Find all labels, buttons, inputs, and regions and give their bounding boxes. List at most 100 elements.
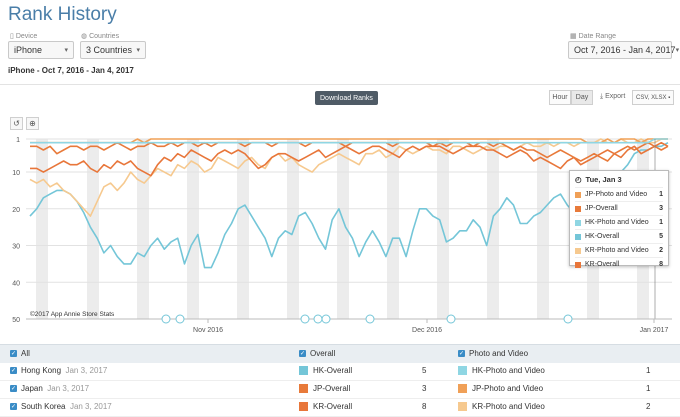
row-date: Jan 3, 2017 bbox=[69, 402, 112, 411]
photo-rank: 2 bbox=[646, 402, 651, 411]
country-checkbox[interactable]: ✓ South Korea Jan 3, 2017 bbox=[10, 402, 112, 411]
tooltip-row: JP-Overall 3 bbox=[575, 201, 663, 215]
photo-column-toggle[interactable]: ✓ Photo and Video bbox=[458, 349, 529, 358]
countries-select[interactable]: 3 Countries ▾ bbox=[80, 41, 146, 59]
country-name: South Korea bbox=[21, 402, 66, 411]
tooltip-date: Tue, Jan 3 bbox=[585, 175, 622, 184]
overall-swatch bbox=[299, 366, 308, 375]
event-marker bbox=[563, 314, 573, 324]
photo-rank: 1 bbox=[646, 384, 651, 393]
y-tick-label: 40 bbox=[12, 280, 20, 287]
tooltip-rank-value: 2 bbox=[659, 247, 663, 254]
clock-icon: ◴ bbox=[575, 175, 582, 184]
weekend-band bbox=[537, 139, 549, 319]
tooltip-row: KR-Photo and Video 2 bbox=[575, 243, 663, 257]
event-marker bbox=[175, 314, 185, 324]
country-name: Japan bbox=[21, 384, 43, 393]
series-line-jp_photo bbox=[30, 138, 668, 144]
tooltip-row: KR-Overall 8 bbox=[575, 257, 663, 271]
y-axis: 1 10 20 30 40 50 bbox=[12, 137, 20, 324]
photo-rank: 1 bbox=[646, 366, 651, 375]
weekend-band bbox=[487, 139, 499, 319]
weekend-band bbox=[287, 139, 299, 319]
tooltip-series-label: HK-Photo and Video bbox=[585, 219, 649, 226]
photo-swatch bbox=[458, 366, 467, 375]
overall-rank: 5 bbox=[422, 366, 427, 375]
photo-swatch bbox=[458, 402, 467, 411]
hour-toggle[interactable]: Hour bbox=[549, 90, 571, 105]
tooltip-rank-value: 5 bbox=[659, 233, 663, 240]
zoom-button[interactable]: ⊕ bbox=[26, 117, 39, 130]
zoom-icon: ⊕ bbox=[29, 119, 36, 128]
tooltip-series-label: KR-Photo and Video bbox=[585, 247, 649, 254]
date-range-label: ▦ Date Range bbox=[570, 32, 616, 41]
countries-value: 3 Countries bbox=[86, 45, 133, 55]
device-select[interactable]: iPhone ▾ bbox=[8, 41, 74, 59]
x-tick-label: Jan 2017 bbox=[640, 327, 669, 334]
country-checkbox[interactable]: ✓ Japan Jan 3, 2017 bbox=[10, 384, 89, 393]
tooltip-series-label: HK-Overall bbox=[585, 233, 620, 240]
series-line-hk_overall bbox=[29, 141, 669, 269]
divider bbox=[0, 84, 680, 85]
download-ranks-button[interactable]: Download Ranks bbox=[315, 91, 378, 105]
event-marker bbox=[321, 314, 331, 324]
photo-series-label: KR-Photo and Video bbox=[472, 402, 545, 411]
device-label: ▯ Device bbox=[10, 32, 38, 41]
weekend-band bbox=[337, 139, 349, 319]
overall-swatch bbox=[299, 402, 308, 411]
undo-icon: ↺ bbox=[13, 119, 20, 128]
tooltip-series-label: JP-Overall bbox=[585, 205, 618, 212]
check-icon: ✓ bbox=[299, 350, 306, 358]
series-line-hk_photo bbox=[30, 138, 668, 144]
csv-xlsx-button[interactable]: CSV, XLSX ▪ bbox=[632, 90, 675, 105]
event-marker bbox=[161, 314, 171, 324]
table-row: ✓ South Korea Jan 3, 2017 KR-Overall 8 KR-Ph… bbox=[0, 398, 680, 417]
check-icon: ✓ bbox=[10, 350, 17, 358]
y-tick-label: 10 bbox=[12, 170, 20, 177]
overall-series-label: KR-Overall bbox=[313, 402, 353, 411]
event-marker bbox=[313, 314, 323, 324]
legend-swatch bbox=[575, 219, 581, 226]
event-marker bbox=[300, 314, 310, 324]
tooltip-row: JP-Photo and Video 1 bbox=[575, 187, 663, 201]
country-name: Hong Kong bbox=[21, 366, 62, 375]
lock-icon: ▪ bbox=[668, 94, 671, 101]
export-label: ⤓ Export bbox=[600, 93, 626, 100]
legend-swatch bbox=[575, 261, 581, 268]
x-tick-label: Nov 2016 bbox=[193, 327, 223, 334]
check-icon: ✓ bbox=[458, 350, 465, 358]
chevron-down-icon: ▾ bbox=[64, 47, 68, 54]
day-toggle[interactable]: Day bbox=[571, 90, 593, 105]
weekend-band bbox=[137, 139, 149, 319]
y-tick-label: 1 bbox=[16, 137, 20, 144]
reset-zoom-button[interactable]: ↺ bbox=[10, 117, 23, 130]
weekend-band bbox=[36, 139, 48, 319]
legend-swatch bbox=[575, 205, 581, 212]
weekend-band bbox=[237, 139, 249, 319]
legend-swatch bbox=[575, 191, 581, 198]
table-row: ✓ Hong Kong Jan 3, 2017 HK-Overall 5 HK-Phot… bbox=[0, 362, 680, 381]
check-icon: ✓ bbox=[10, 403, 17, 411]
event-marker bbox=[446, 314, 456, 324]
legend-swatch bbox=[575, 233, 581, 240]
x-axis: Nov 2016 Dec 2016 Jan 2017 bbox=[26, 318, 672, 334]
tooltip-header: ◴ Tue, Jan 3 bbox=[575, 175, 663, 184]
overall-series-label: JP-Overall bbox=[313, 384, 351, 393]
tooltip-rank-value: 1 bbox=[659, 191, 663, 198]
tooltip-rank-value: 8 bbox=[659, 261, 663, 268]
rank-history-chart[interactable]: 1 10 20 30 40 50 Nov 2016 Dec 2016 Jan 2017 ©20… bbox=[0, 130, 680, 340]
select-all-checkbox[interactable]: ✓ All bbox=[10, 349, 30, 358]
tooltip-rank-value: 3 bbox=[659, 205, 663, 212]
photo-swatch bbox=[458, 384, 467, 393]
date-range-select[interactable]: Oct 7, 2016 - Jan 4, 2017 ▾ bbox=[568, 41, 679, 59]
overall-swatch bbox=[299, 384, 308, 393]
row-date: Jan 3, 2017 bbox=[65, 366, 108, 375]
country-checkbox[interactable]: ✓ Hong Kong Jan 3, 2017 bbox=[10, 366, 107, 375]
overall-column-toggle[interactable]: ✓ Overall bbox=[299, 349, 336, 358]
y-tick-label: 50 bbox=[12, 317, 20, 324]
download-icon: ⤓ bbox=[600, 93, 604, 100]
chevron-down-icon: ▾ bbox=[136, 47, 140, 54]
chevron-down-icon: ▾ bbox=[675, 47, 680, 54]
countries-label: ◍ Countries bbox=[81, 32, 120, 41]
photo-series-label: JP-Photo and Video bbox=[472, 384, 544, 393]
